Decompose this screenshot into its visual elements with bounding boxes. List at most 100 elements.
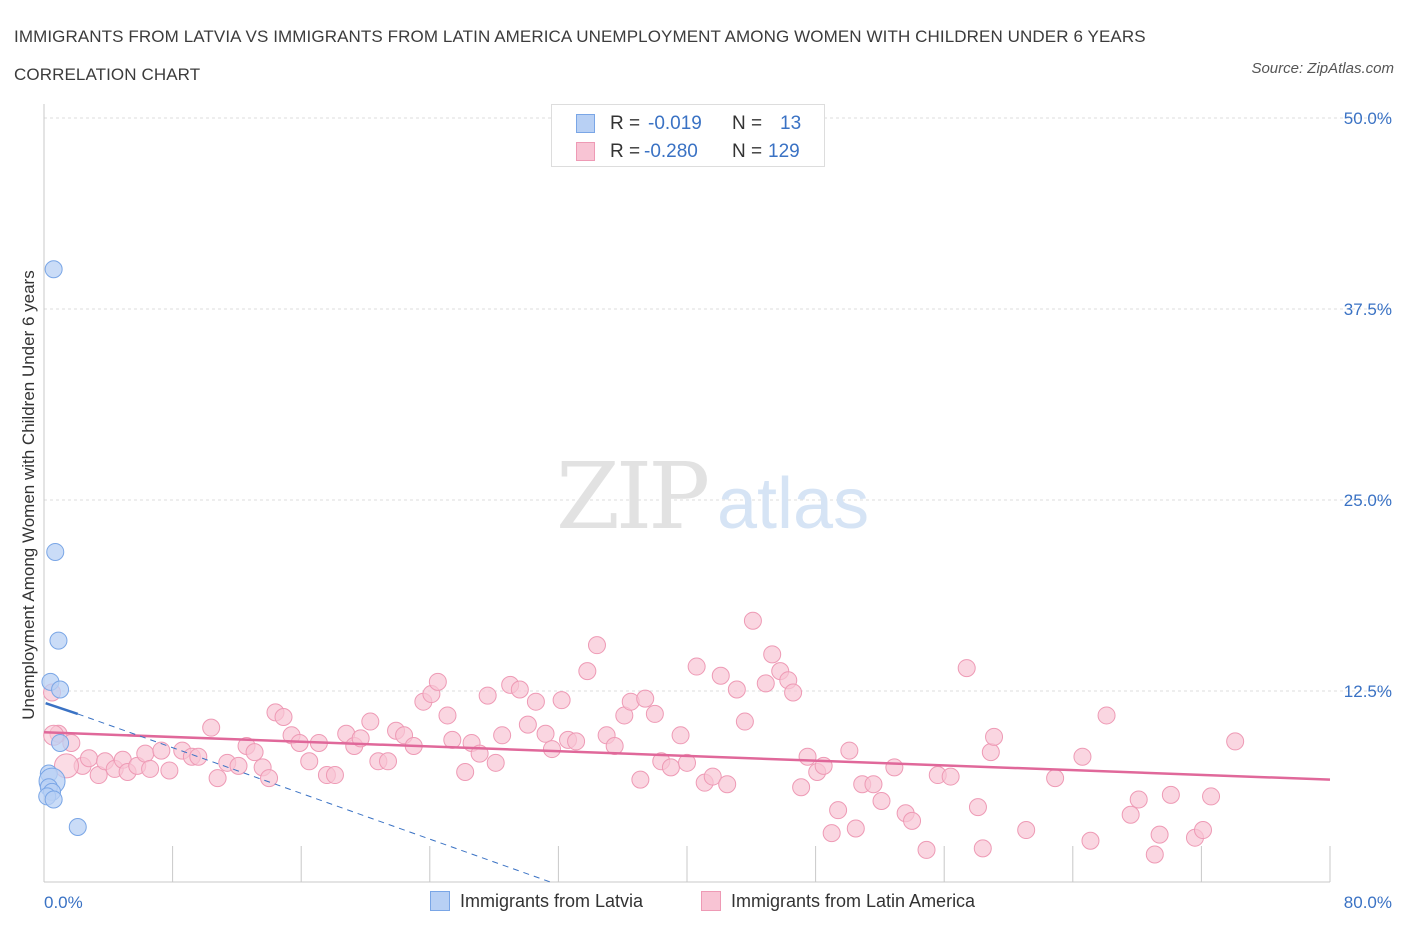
latam-point — [160, 761, 179, 780]
latam-point — [510, 680, 529, 699]
latam-point — [727, 680, 746, 699]
latam-point — [968, 798, 987, 817]
latam-point — [822, 824, 841, 843]
latam-point — [957, 659, 976, 678]
latam-point — [903, 811, 922, 830]
latam-point — [152, 741, 171, 760]
bottom-legend-label-latam: Immigrants from Latin America — [731, 891, 976, 911]
latam-point — [703, 767, 722, 786]
latvia-trend-line — [45, 702, 79, 716]
bottom-legend-latam: Immigrants from Latin America — [701, 888, 975, 914]
latam-point — [1017, 821, 1036, 840]
latam-point — [631, 770, 650, 789]
latvia-point — [44, 260, 63, 279]
latam-point — [917, 840, 936, 859]
watermark-zip: ZIP — [556, 443, 707, 550]
legend-r-value-latvia: -0.019 — [648, 113, 702, 134]
latam-point — [567, 732, 586, 751]
latam-point — [229, 756, 248, 775]
latam-point — [493, 726, 512, 745]
y-axis-label: Unemployment Among Women with Children U… — [19, 270, 38, 720]
latam-point — [208, 769, 227, 788]
latam-point — [80, 749, 99, 768]
latam-point — [1129, 790, 1148, 809]
watermark-atlas: atlas — [717, 464, 869, 544]
latam-point — [486, 753, 505, 772]
latvia-point — [68, 817, 87, 836]
latam-point — [438, 706, 457, 725]
bottom-legend-label-latvia: Immigrants from Latvia — [460, 891, 644, 911]
latam-point — [428, 672, 447, 691]
latam-trend-line — [43, 731, 1331, 781]
latam-point — [711, 666, 730, 685]
latam-point — [661, 758, 680, 777]
chart-title: IMMIGRANTS FROM LATVIA VS IMMIGRANTS FRO… — [14, 27, 1146, 84]
latam-point — [1161, 785, 1180, 804]
latvia-point — [44, 790, 63, 809]
latam-point — [981, 743, 1000, 762]
latvia-point — [46, 542, 65, 561]
latam-point — [687, 657, 706, 676]
latam-point — [136, 744, 155, 763]
latam-point — [718, 775, 737, 794]
legend-r-value-latam: -0.280 — [644, 141, 698, 162]
legend-row-latvia: R = -0.019 N = 13 — [552, 110, 824, 138]
latam-point — [1202, 787, 1221, 806]
latam-point — [1081, 831, 1100, 850]
bottom-legend-swatch-latvia — [430, 891, 450, 911]
latam-point — [1097, 706, 1116, 725]
latam-point — [678, 753, 696, 772]
latam-point — [1121, 805, 1140, 824]
legend-r-label: R = — [610, 141, 641, 162]
latam-point — [141, 759, 160, 778]
latam-point — [552, 691, 571, 710]
latvia-point — [49, 631, 68, 650]
latam-point — [202, 718, 221, 737]
legend-r-label: R = — [610, 113, 641, 134]
latam-point — [784, 683, 803, 702]
latam-point — [379, 752, 398, 771]
latam-point — [542, 740, 561, 759]
latam-point — [1145, 845, 1164, 864]
latam-point — [792, 778, 811, 797]
latam-point — [735, 712, 754, 731]
latam-point — [743, 611, 762, 630]
latam-point — [671, 726, 690, 745]
latam-point — [872, 792, 891, 811]
bottom-legend-swatch-latam — [701, 891, 721, 911]
y-tick-label: 50.0% — [1344, 109, 1392, 128]
legend-swatch-latam — [576, 142, 595, 161]
latvia-point — [51, 680, 70, 699]
latam-point — [361, 712, 380, 731]
latam-point — [840, 741, 859, 760]
legend-n-value-latam: 129 — [768, 141, 800, 162]
latam-point — [941, 767, 960, 786]
latam-point — [1226, 732, 1245, 751]
latam-point — [973, 839, 992, 858]
latam-point — [325, 766, 344, 785]
x-tick-label: 80.0% — [1344, 893, 1392, 912]
latam-point — [636, 689, 655, 708]
y-tick-label: 25.0% — [1344, 491, 1392, 510]
bottom-legend-latvia: Immigrants from Latvia — [430, 888, 643, 914]
latam-point — [1073, 747, 1092, 766]
stats-legend: R = -0.019 N = 13 R = -0.280 N = 129 — [551, 104, 825, 167]
latam-point — [274, 707, 293, 726]
latam-point — [1150, 825, 1169, 844]
latam-point — [536, 724, 555, 743]
latam-point — [885, 758, 904, 777]
legend-swatch-latvia — [576, 114, 595, 133]
latam-point — [578, 662, 597, 681]
latam-point — [518, 715, 537, 734]
source-label: Source: ZipAtlas.com — [1251, 60, 1394, 77]
latam-point — [864, 775, 883, 794]
latam-point — [189, 747, 208, 766]
latam-point — [645, 704, 664, 723]
latam-point — [1194, 821, 1213, 840]
latam-point — [985, 727, 1004, 746]
latam-point — [763, 645, 782, 664]
latam-point — [829, 801, 848, 820]
latam-point — [846, 819, 865, 838]
latam-point — [478, 686, 497, 705]
